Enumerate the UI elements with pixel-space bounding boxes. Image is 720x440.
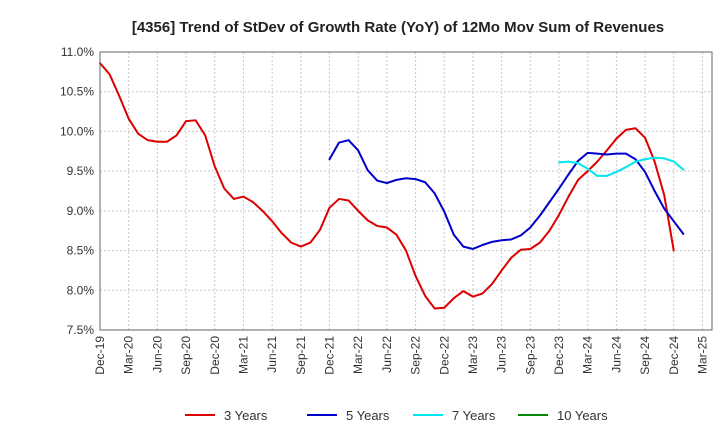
x-tick-label: Sep-23 bbox=[523, 336, 537, 375]
x-tick-label: Dec-21 bbox=[323, 336, 337, 375]
chart-title: [4356] Trend of StDev of Growth Rate (Yo… bbox=[132, 19, 664, 36]
x-tick-label: Mar-22 bbox=[351, 336, 365, 374]
x-tick-label: Mar-21 bbox=[236, 336, 250, 374]
x-tick-label: Dec-24 bbox=[667, 336, 681, 375]
x-tick-label: Sep-20 bbox=[179, 336, 193, 375]
legend-label-3-years: 3 Years bbox=[224, 408, 268, 423]
series-line-7-years bbox=[558, 156, 685, 177]
grid bbox=[99, 51, 712, 331]
x-tick-label: Jun-22 bbox=[380, 336, 394, 373]
x-tick-label: Mar-23 bbox=[466, 336, 480, 374]
plot-frame bbox=[99, 51, 713, 331]
y-tick-label: 8.5% bbox=[67, 244, 95, 258]
y-tick-label: 9.0% bbox=[67, 204, 95, 218]
legend-label-7-years: 7 Years bbox=[452, 408, 496, 423]
x-tick-label: Dec-20 bbox=[208, 336, 222, 375]
y-tick-label: 11.0% bbox=[61, 45, 94, 59]
x-tick-label: Jun-23 bbox=[495, 336, 509, 373]
x-tick-label: Dec-23 bbox=[552, 336, 566, 375]
y-tick-label: 7.5% bbox=[67, 323, 95, 337]
legend-label-10-years: 10 Years bbox=[557, 408, 608, 423]
x-axis: Dec-19 Mar-20 Jun-20 Sep-20 Dec-20 Mar-21 Jun-… bbox=[93, 336, 709, 375]
x-tick-label: Jun-20 bbox=[150, 336, 164, 373]
legend: 3 Years 5 Years 7 Years 10 Years bbox=[185, 408, 608, 423]
x-tick-label: Mar-24 bbox=[581, 336, 595, 374]
x-tick-label: Sep-24 bbox=[638, 336, 652, 375]
y-tick-label: 10.5% bbox=[60, 85, 94, 99]
x-tick-label: Mar-25 bbox=[695, 336, 709, 374]
legend-label-5-years: 5 Years bbox=[346, 408, 390, 423]
x-tick-label: Dec-22 bbox=[437, 336, 451, 375]
x-tick-label: Jun-21 bbox=[265, 336, 279, 373]
y-tick-label: 10.0% bbox=[60, 124, 94, 138]
y-tick-label: 9.5% bbox=[67, 164, 95, 178]
x-tick-label: Sep-21 bbox=[294, 336, 308, 375]
series-lines bbox=[99, 62, 685, 310]
y-tick-label: 8.0% bbox=[67, 283, 95, 297]
x-tick-label: Mar-20 bbox=[122, 336, 136, 374]
series-line-5-years bbox=[328, 139, 685, 250]
x-tick-label: Sep-22 bbox=[409, 336, 423, 375]
y-axis: 7.5% 8.0% 8.5% 9.0% 9.5% 10.0% 10.5% 11.0% bbox=[60, 45, 94, 337]
x-tick-label: Dec-19 bbox=[93, 336, 107, 375]
x-tick-label: Jun-24 bbox=[609, 336, 623, 373]
series-line-3-years bbox=[99, 62, 675, 310]
